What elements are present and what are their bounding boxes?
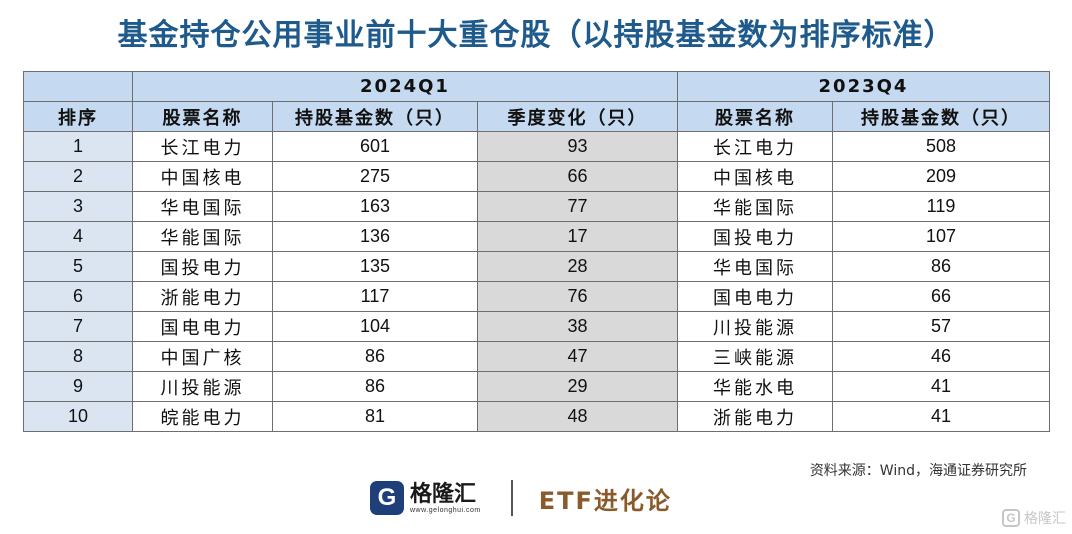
prev-fund-count-cell: 86 xyxy=(832,251,1050,282)
rank-header: 排序 xyxy=(23,101,133,132)
table-row: 8 中国广核 86 47 三峡能源 46 xyxy=(23,341,1050,372)
stock-name-cell: 中国核电 xyxy=(132,161,273,192)
fund-count-header: 持股基金数（只） xyxy=(272,101,478,132)
rank-cell: 7 xyxy=(23,311,133,342)
table-row: 6 浙能电力 117 76 国电电力 66 xyxy=(23,281,1050,312)
holdings-table: 2024Q1 2023Q4 排序 股票名称 持股基金数（只） 季度变化（只） 股… xyxy=(23,71,1050,432)
prev-stock-name-cell: 长江电力 xyxy=(677,131,833,162)
prev-fund-count-cell: 66 xyxy=(832,281,1050,312)
rank-cell: 6 xyxy=(23,281,133,312)
prev-stock-name-cell: 三峡能源 xyxy=(677,341,833,372)
fund-count-cell: 81 xyxy=(272,401,478,432)
prev-stock-name-cell: 中国核电 xyxy=(677,161,833,192)
watermark-text: 格隆汇 xyxy=(1024,511,1066,527)
period-header-row: 2024Q1 2023Q4 xyxy=(23,71,1050,102)
partner-name: ETF进化论 xyxy=(538,486,672,515)
stock-name-cell: 华能国际 xyxy=(132,221,273,252)
stock-name-header: 股票名称 xyxy=(132,101,273,132)
fund-count-cell: 86 xyxy=(272,341,478,372)
fund-count-cell: 601 xyxy=(272,131,478,162)
stock-name-cell: 皖能电力 xyxy=(132,401,273,432)
prev-stock-name-cell: 川投能源 xyxy=(677,311,833,342)
quarter-change-cell: 77 xyxy=(477,191,678,222)
rank-cell: 3 xyxy=(23,191,133,222)
stock-name-cell: 华电国际 xyxy=(132,191,273,222)
table-row: 5 国投电力 135 28 华电国际 86 xyxy=(23,251,1050,282)
fund-count-cell: 86 xyxy=(272,371,478,402)
rank-cell: 10 xyxy=(23,401,133,432)
stock-name-cell: 浙能电力 xyxy=(132,281,273,312)
footer-brand: G 格隆汇 www.gelonghui.com ETF进化论 xyxy=(370,476,672,520)
fund-count-cell: 136 xyxy=(272,221,478,252)
prev-stock-name-cell: 浙能电力 xyxy=(677,401,833,432)
prev-stock-name-cell: 华电国际 xyxy=(677,251,833,282)
prev-stock-name-header: 股票名称 xyxy=(677,101,833,132)
watermark-logo-icon: G xyxy=(1002,509,1020,527)
column-header-row: 排序 股票名称 持股基金数（只） 季度变化（只） 股票名称 持股基金数（只） xyxy=(23,101,1050,132)
stock-name-cell: 国电电力 xyxy=(132,311,273,342)
stock-name-cell: 川投能源 xyxy=(132,371,273,402)
quarter-change-cell: 38 xyxy=(477,311,678,342)
stock-name-cell: 长江电力 xyxy=(132,131,273,162)
quarter-change-cell: 47 xyxy=(477,341,678,372)
rank-cell: 8 xyxy=(23,341,133,372)
quarter-change-cell: 28 xyxy=(477,251,678,282)
prev-fund-count-cell: 209 xyxy=(832,161,1050,192)
brand-text: 格隆汇 www.gelonghui.com xyxy=(410,481,481,514)
prev-fund-count-cell: 508 xyxy=(832,131,1050,162)
rank-cell: 2 xyxy=(23,161,133,192)
quarter-change-cell: 17 xyxy=(477,221,678,252)
prev-fund-count-cell: 41 xyxy=(832,401,1050,432)
prev-stock-name-cell: 华能国际 xyxy=(677,191,833,222)
stock-name-cell: 中国广核 xyxy=(132,341,273,372)
table-row: 4 华能国际 136 17 国投电力 107 xyxy=(23,221,1050,252)
source-note: 资料来源：Wind，海通证券研究所 xyxy=(809,463,1027,479)
table-row: 9 川投能源 86 29 华能水电 41 xyxy=(23,371,1050,402)
brand-divider xyxy=(510,480,513,516)
page-title: 基金持仓公用事业前十大重仓股（以持股基金数为排序标准） xyxy=(117,18,955,53)
quarter-change-cell: 48 xyxy=(477,401,678,432)
prev-fund-count-cell: 46 xyxy=(832,341,1050,372)
table-row: 3 华电国际 163 77 华能国际 119 xyxy=(23,191,1050,222)
quarter-change-cell: 93 xyxy=(477,131,678,162)
prev-fund-count-cell: 57 xyxy=(832,311,1050,342)
fund-count-cell: 275 xyxy=(272,161,478,192)
quarter-change-cell: 76 xyxy=(477,281,678,312)
rank-cell: 5 xyxy=(23,251,133,282)
prev-fund-count-cell: 119 xyxy=(832,191,1050,222)
fund-count-cell: 104 xyxy=(272,311,478,342)
fund-count-cell: 163 xyxy=(272,191,478,222)
table-row: 7 国电电力 104 38 川投能源 57 xyxy=(23,311,1050,342)
fund-count-cell: 117 xyxy=(272,281,478,312)
prev-fund-count-header: 持股基金数（只） xyxy=(832,101,1050,132)
prev-stock-name-cell: 国电电力 xyxy=(677,281,833,312)
fund-count-cell: 135 xyxy=(272,251,478,282)
table-row: 2 中国核电 275 66 中国核电 209 xyxy=(23,161,1050,192)
prev-fund-count-cell: 41 xyxy=(832,371,1050,402)
prev-stock-name-cell: 华能水电 xyxy=(677,371,833,402)
rank-cell: 1 xyxy=(23,131,133,162)
brand-name: 格隆汇 xyxy=(410,481,477,507)
corner-cell xyxy=(23,71,133,102)
gelonghui-logo-icon: G xyxy=(370,481,404,515)
stock-name-cell: 国投电力 xyxy=(132,251,273,282)
rank-cell: 9 xyxy=(23,371,133,402)
quarter-change-header: 季度变化（只） xyxy=(477,101,678,132)
quarter-change-cell: 29 xyxy=(477,371,678,402)
rank-cell: 4 xyxy=(23,221,133,252)
table-row: 1 长江电力 601 93 长江电力 508 xyxy=(23,131,1050,162)
watermark: G 格隆汇 xyxy=(1002,508,1066,528)
table-row: 10 皖能电力 81 48 浙能电力 41 xyxy=(23,401,1050,432)
prev-fund-count-cell: 107 xyxy=(832,221,1050,252)
period-current-header: 2024Q1 xyxy=(132,71,678,102)
quarter-change-cell: 66 xyxy=(477,161,678,192)
table-body: 1 长江电力 601 93 长江电力 508 2 中国核电 275 66 中国核电 209 3 华电国际 1… xyxy=(23,131,1050,432)
brand-url: www.gelonghui.com xyxy=(410,506,481,514)
prev-stock-name-cell: 国投电力 xyxy=(677,221,833,252)
period-previous-header: 2023Q4 xyxy=(677,71,1050,102)
